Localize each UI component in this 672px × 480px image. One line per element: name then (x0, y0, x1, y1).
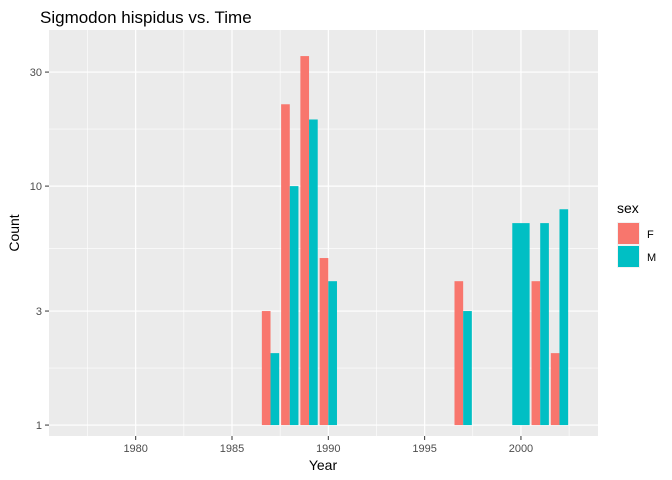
bar-M-1988 (289, 186, 299, 426)
y-tick-label: 3 (36, 306, 42, 318)
bar-M-2000 (512, 223, 530, 426)
bar-M-2001 (540, 223, 549, 426)
y-axis-title: Count (6, 214, 22, 251)
bars (261, 56, 569, 426)
bar-F-1988 (281, 104, 290, 426)
x-tick-label: 2000 (509, 443, 533, 455)
legend-label-M: M (647, 252, 656, 264)
chart-title: Sigmodon hispidus vs. Time (40, 8, 252, 27)
legend-title: sex (617, 200, 639, 216)
x-tick-label: 1985 (220, 443, 244, 455)
bar-F-1997 (454, 281, 464, 426)
bar-F-1987 (261, 311, 271, 426)
x-tick-label: 1980 (123, 443, 147, 455)
x-tick-label: 1995 (412, 443, 436, 455)
x-tick-label: 1990 (316, 443, 340, 455)
bar-M-1987 (270, 353, 280, 426)
y-tick-label: 30 (30, 67, 42, 79)
y-axis: 1 3 10 30 (30, 67, 49, 432)
bar-F-2001 (531, 281, 541, 426)
bar-F-1989 (300, 56, 310, 426)
legend-swatch-F (618, 223, 639, 244)
x-axis: 1980 1985 1990 1995 2000 (123, 436, 533, 455)
legend-label-F: F (647, 229, 654, 241)
legend-swatch-M (618, 246, 639, 267)
legend: sex FM (617, 200, 656, 268)
y-tick-label: 1 (36, 420, 42, 432)
y-tick-label: 10 (30, 181, 42, 193)
x-axis-title: Year (309, 457, 338, 473)
bar-F-2002 (550, 353, 560, 426)
bar-M-1990 (328, 281, 337, 426)
bar-M-1989 (309, 119, 318, 426)
bar-M-1997 (463, 311, 472, 426)
bar-F-1990 (319, 258, 329, 426)
bar-M-2002 (559, 209, 569, 426)
